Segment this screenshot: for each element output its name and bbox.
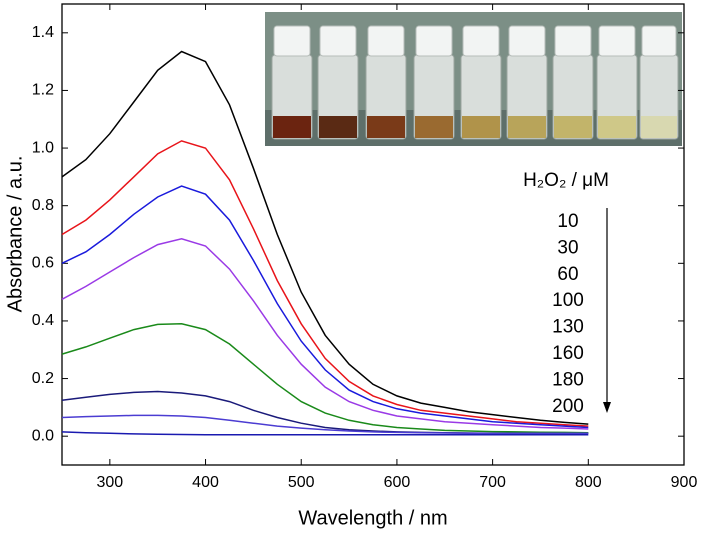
y-axis-title: Absorbance / a.u. xyxy=(4,156,26,313)
y-tick-label: 0.2 xyxy=(32,370,54,387)
x-tick-label: 900 xyxy=(671,474,698,491)
x-tick-label: 700 xyxy=(479,474,506,491)
series-line xyxy=(61,140,589,427)
x-tick-label: 300 xyxy=(96,474,123,491)
legend-label: 30 xyxy=(557,237,578,258)
legend-label: 130 xyxy=(552,317,584,338)
series-line xyxy=(61,414,589,435)
legend-arrow-head xyxy=(603,402,611,413)
y-tick-label: 1.0 xyxy=(32,139,54,156)
series-line xyxy=(61,431,589,436)
y-tick-label: 0.4 xyxy=(32,312,54,329)
legend-label: 200 xyxy=(552,396,584,417)
x-tick-label: 400 xyxy=(192,474,219,491)
legend-title: H₂O₂ / μM xyxy=(523,170,609,191)
y-tick-label: 0.0 xyxy=(32,427,54,444)
y-tick-label: 0.8 xyxy=(32,197,54,214)
series-line xyxy=(61,50,589,425)
legend-label: 160 xyxy=(552,343,584,364)
legend-label: 180 xyxy=(552,369,584,390)
series-line xyxy=(61,238,589,430)
legend-label: 10 xyxy=(557,211,578,232)
x-tick-label: 800 xyxy=(575,474,602,491)
series-line xyxy=(61,323,589,434)
legend-label: 60 xyxy=(557,264,578,285)
y-tick-label: 1.4 xyxy=(32,24,54,41)
y-tick-label: 0.6 xyxy=(32,255,54,272)
x-tick-label: 600 xyxy=(384,474,411,491)
inset-photo xyxy=(265,12,682,146)
x-tick-label: 500 xyxy=(288,474,315,491)
x-axis-title: Wavelength / nm xyxy=(298,507,447,529)
y-tick-label: 1.2 xyxy=(32,82,54,99)
legend-label: 100 xyxy=(552,290,584,311)
series-line xyxy=(61,185,589,429)
